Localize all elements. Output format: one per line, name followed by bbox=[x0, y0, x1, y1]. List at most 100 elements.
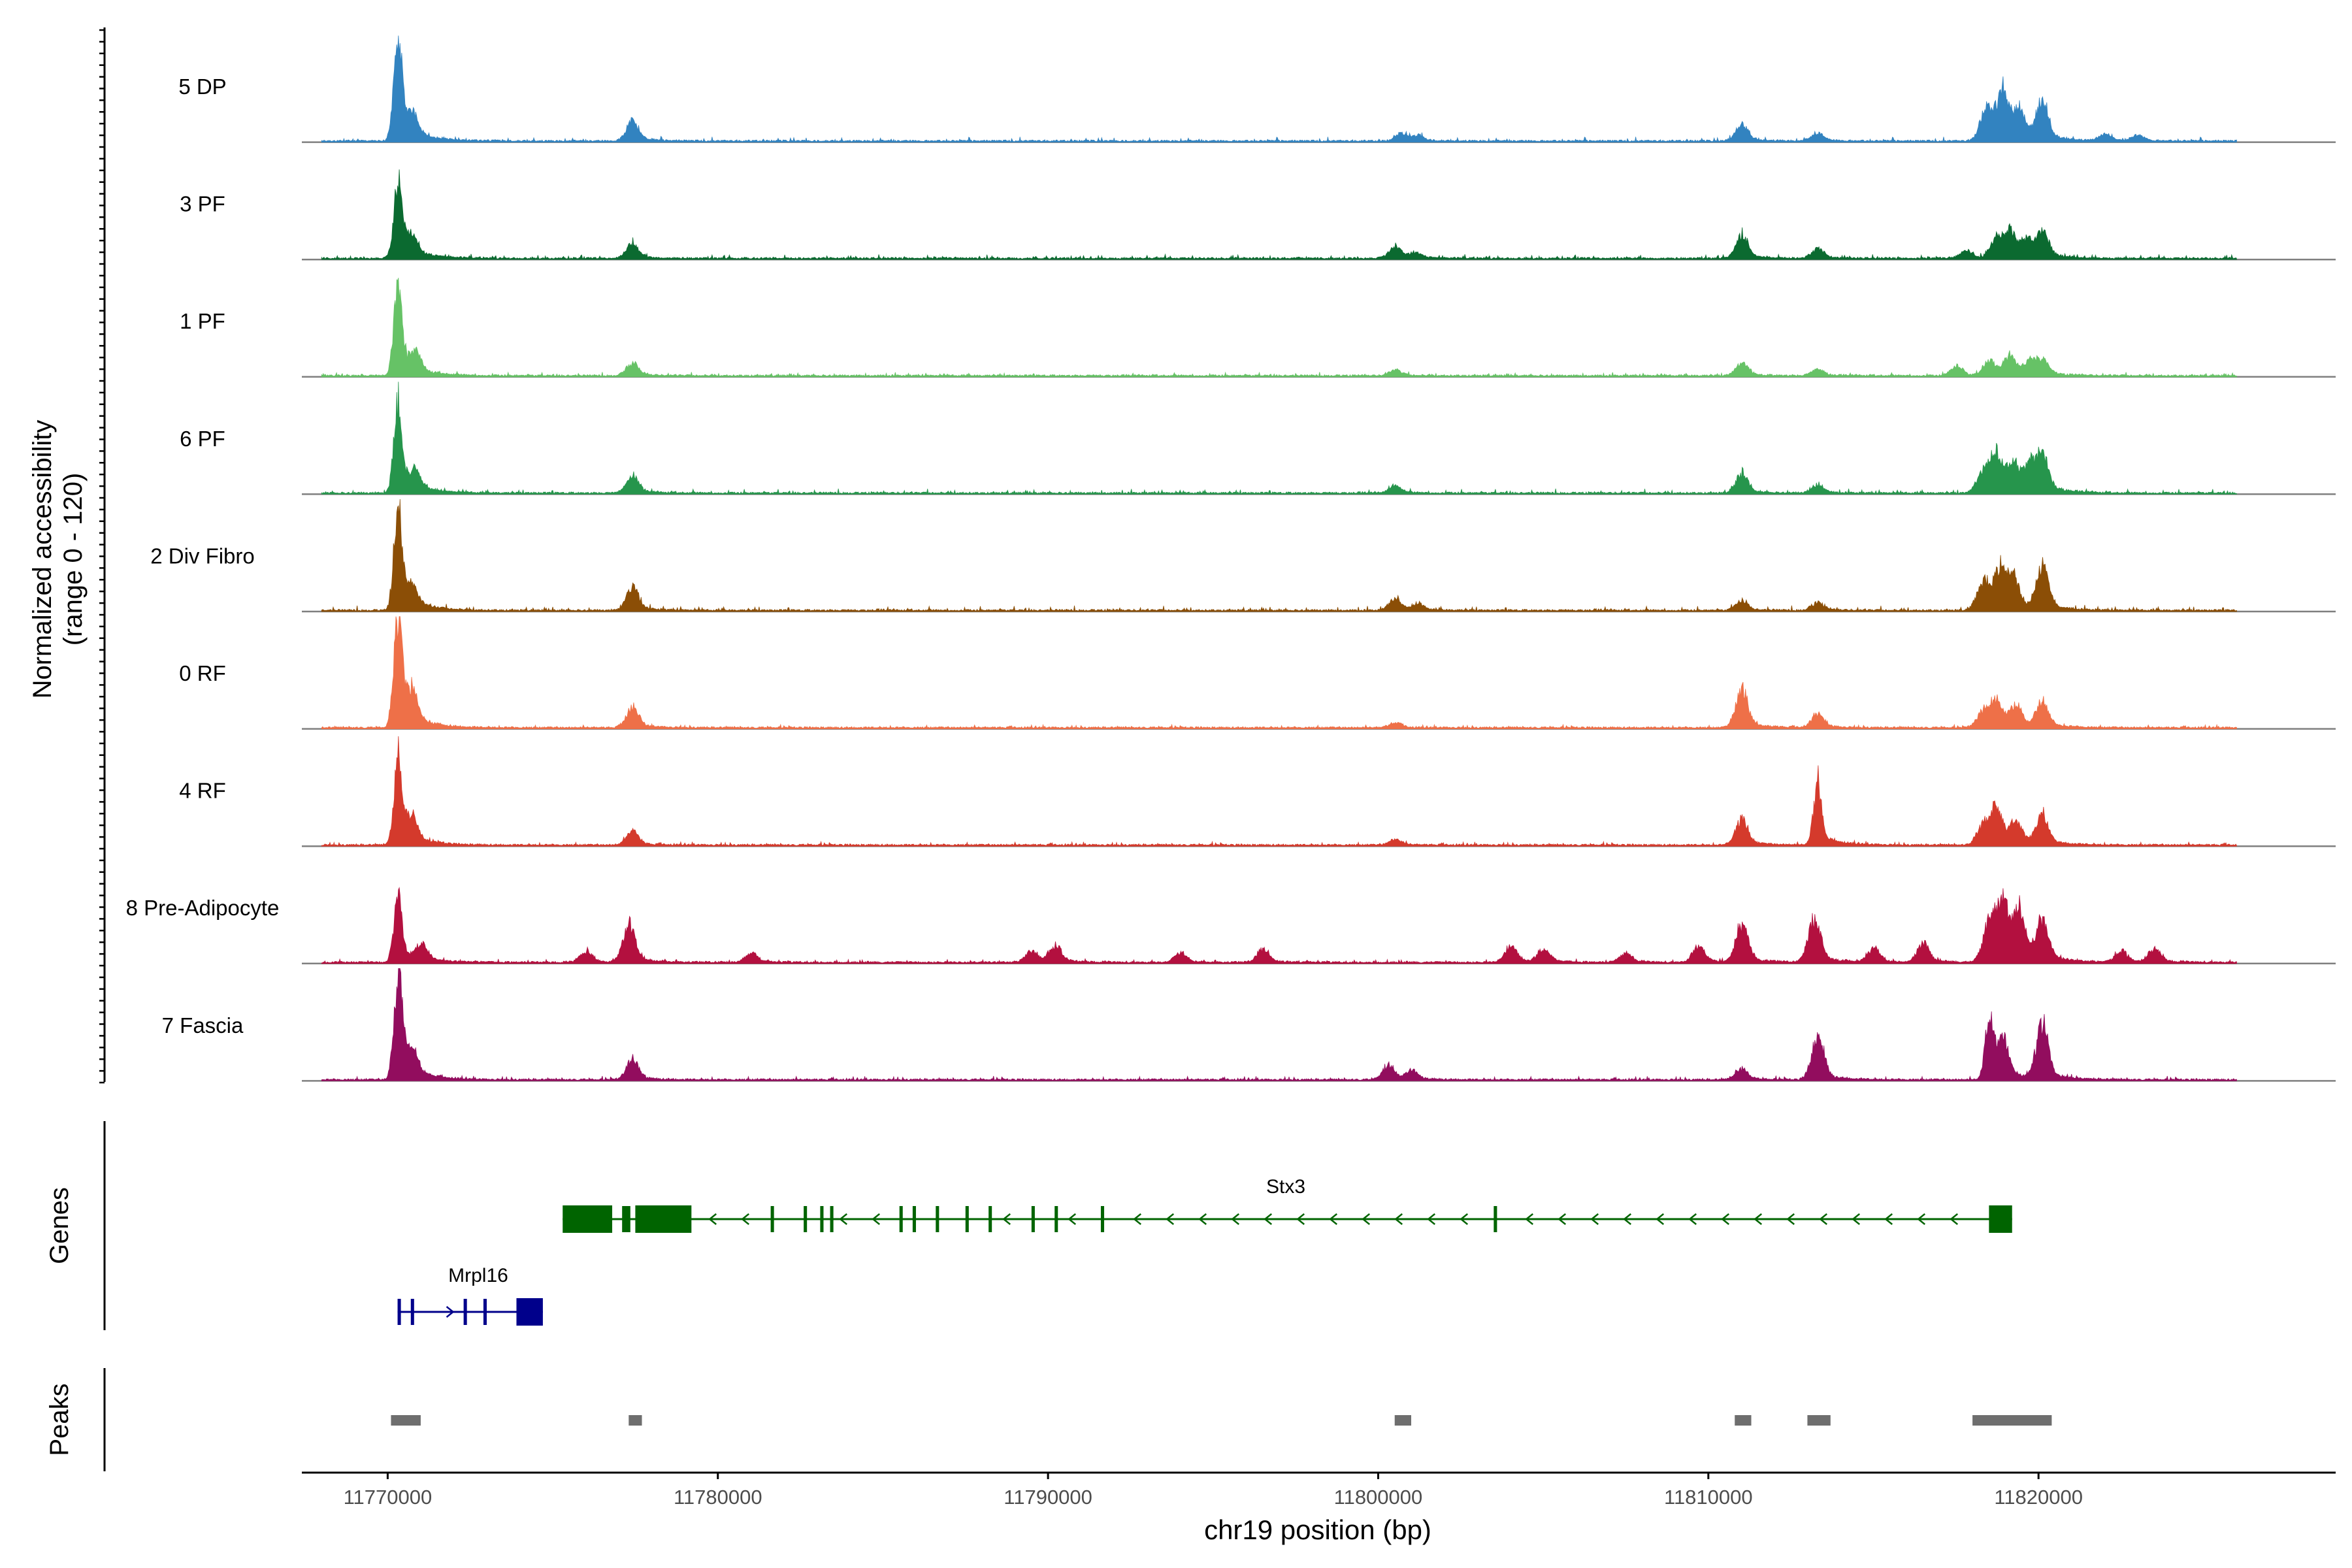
strand-arrow bbox=[1427, 1213, 1436, 1225]
peak-region bbox=[1972, 1415, 2052, 1426]
x-axis-label: chr19 position (bp) bbox=[1204, 1514, 1431, 1545]
peak-region bbox=[391, 1415, 421, 1426]
gene-exon-tick bbox=[820, 1206, 824, 1232]
coverage-area bbox=[321, 35, 2237, 142]
x-tick-label: 11770000 bbox=[344, 1486, 433, 1509]
gene-exon-tick bbox=[1031, 1206, 1035, 1232]
peak-region bbox=[1807, 1415, 1831, 1426]
gene-mrpl16: Mrpl16 bbox=[397, 1265, 543, 1326]
coverage-area bbox=[321, 968, 2237, 1081]
gene-exon-block bbox=[516, 1298, 543, 1326]
strand-arrow bbox=[1296, 1213, 1305, 1225]
strand-arrow bbox=[839, 1213, 848, 1225]
gene-exon-tick bbox=[912, 1206, 916, 1232]
x-tick-label: 11790000 bbox=[1004, 1486, 1092, 1509]
strand-arrow bbox=[1329, 1213, 1338, 1225]
strand-arrow bbox=[708, 1213, 717, 1225]
track-6-pf: 6 PF bbox=[180, 382, 2336, 495]
strand-arrow bbox=[1950, 1213, 1959, 1225]
strand-arrow bbox=[1394, 1213, 1403, 1225]
gene-name-label: Mrpl16 bbox=[448, 1265, 508, 1286]
track-8-pre-adipocyte: 8 Pre-Adipocyte bbox=[126, 887, 2336, 965]
strand-arrow bbox=[1917, 1213, 1926, 1225]
coverage-area bbox=[321, 498, 2237, 612]
strand-arrow bbox=[1590, 1213, 1599, 1225]
track-label: 5 DP bbox=[178, 74, 226, 99]
strand-arrow bbox=[1819, 1213, 1828, 1225]
track-label: 3 PF bbox=[180, 192, 225, 216]
gene-exon-tick bbox=[988, 1206, 992, 1232]
strand-arrow bbox=[1002, 1213, 1011, 1225]
coverage-tracks: 5 DP 3 PF 1 PF 6 PF 2 Div Fibro 0 RF 4 RF 8 Pre… bbox=[126, 35, 2336, 1082]
y-axis-label-line2: (range 0 - 120) bbox=[59, 473, 88, 646]
y-axis-label-line1: Normalized accessibility bbox=[28, 420, 57, 699]
strand-arrow bbox=[1721, 1213, 1730, 1225]
strand-arrow bbox=[1884, 1213, 1893, 1225]
track-label: 8 Pre-Adipocyte bbox=[126, 896, 280, 920]
strand-arrow bbox=[1558, 1213, 1567, 1225]
gene-exon-tick bbox=[410, 1299, 414, 1325]
gene-stx3: Stx3 bbox=[563, 1176, 2012, 1233]
coverage-area bbox=[321, 616, 2237, 729]
strand-arrow bbox=[1656, 1213, 1665, 1225]
x-tick-label: 11820000 bbox=[1994, 1486, 2083, 1509]
strand-arrow bbox=[872, 1213, 881, 1225]
track-1-pf: 1 PF bbox=[180, 278, 2336, 378]
strand-arrow bbox=[1852, 1213, 1861, 1225]
strand-arrow bbox=[1198, 1213, 1207, 1225]
strand-arrow bbox=[741, 1213, 750, 1225]
strand-arrow bbox=[1133, 1213, 1142, 1225]
track-2-div-fibro: 2 Div Fibro bbox=[150, 498, 2336, 613]
strand-arrow bbox=[1623, 1213, 1632, 1225]
x-axis: 11770000 11780000 11790000 11800000 11810000… bbox=[302, 1471, 2336, 1509]
coverage-area bbox=[321, 736, 2237, 847]
gene-exon-tick bbox=[965, 1206, 969, 1232]
track-label: 0 RF bbox=[179, 661, 226, 685]
genes-panel: Stx3 Mrpl16 bbox=[397, 1176, 2012, 1326]
track-5-dp: 5 DP bbox=[178, 35, 2336, 143]
track-label: 4 RF bbox=[179, 779, 226, 803]
x-tick-label: 11800000 bbox=[1334, 1486, 1423, 1509]
peak-region bbox=[629, 1415, 642, 1426]
gene-exon-tick bbox=[936, 1206, 939, 1232]
coverage-area bbox=[321, 887, 2237, 964]
gene-exon-tick bbox=[830, 1206, 834, 1232]
strand-arrow bbox=[1754, 1213, 1763, 1225]
gene-exon-block bbox=[1989, 1205, 2012, 1233]
strand-arrow bbox=[1786, 1213, 1795, 1225]
strand-arrow bbox=[1166, 1213, 1175, 1225]
gene-exon-tick bbox=[1494, 1206, 1497, 1232]
peaks-panel-label: Peaks bbox=[45, 1383, 74, 1456]
x-tick-label: 11810000 bbox=[1664, 1486, 1753, 1509]
track-0-rf: 0 RF bbox=[179, 616, 2336, 730]
strand-arrow bbox=[1460, 1213, 1469, 1225]
peak-region bbox=[1394, 1415, 1411, 1426]
gene-exon-tick bbox=[622, 1206, 630, 1232]
track-label: 6 PF bbox=[180, 427, 225, 451]
track-7-fascia: 7 Fascia bbox=[162, 968, 2336, 1082]
strand-arrow bbox=[1264, 1213, 1273, 1225]
gene-exon-tick bbox=[804, 1206, 808, 1232]
strand-arrow bbox=[1688, 1213, 1697, 1225]
gene-exon-tick bbox=[770, 1206, 774, 1232]
track-label: 2 Div Fibro bbox=[150, 544, 255, 568]
strand-arrow bbox=[446, 1306, 455, 1318]
track-label: 7 Fascia bbox=[162, 1013, 244, 1037]
gene-exon-tick bbox=[483, 1299, 487, 1325]
gene-exon-block bbox=[635, 1205, 692, 1233]
gene-exon-tick bbox=[397, 1299, 401, 1325]
strand-arrow bbox=[1231, 1213, 1240, 1225]
peak-region bbox=[1735, 1415, 1752, 1426]
strand-arrow bbox=[1068, 1213, 1077, 1225]
gene-exon-tick bbox=[1054, 1206, 1058, 1232]
coverage-area bbox=[321, 382, 2237, 495]
gene-exon-tick bbox=[463, 1299, 467, 1325]
gene-exon-tick bbox=[899, 1206, 903, 1232]
y-axis-ticks bbox=[99, 29, 105, 1084]
strand-arrow bbox=[1525, 1213, 1534, 1225]
coverage-area bbox=[321, 169, 2237, 260]
coverage-area bbox=[321, 278, 2237, 378]
peaks-panel bbox=[391, 1415, 2052, 1426]
track-label: 1 PF bbox=[180, 309, 225, 333]
